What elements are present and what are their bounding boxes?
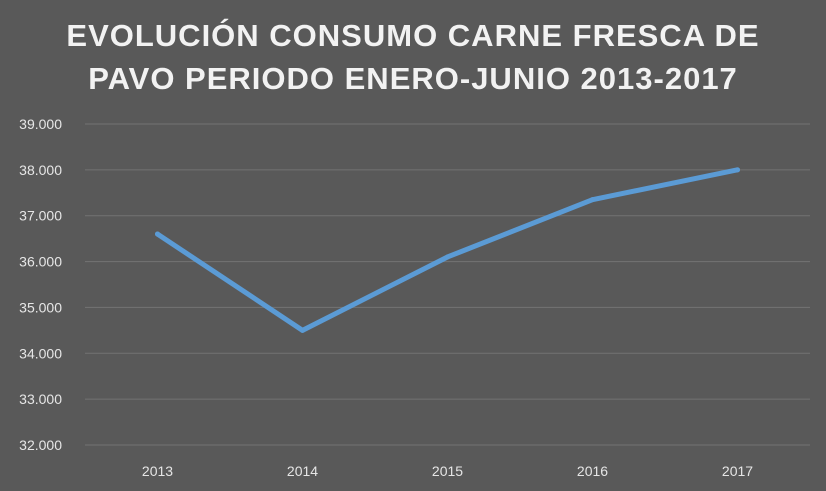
- data-point: [445, 254, 450, 260]
- x-tick-label: 2015: [432, 463, 463, 479]
- y-tick-label: 32.000: [19, 437, 62, 453]
- chart-title-line-2: PAVO PERIODO ENERO-JUNIO 2013-2017: [88, 61, 738, 96]
- y-tick-label: 35.000: [19, 299, 62, 315]
- y-tick-label: 33.000: [19, 391, 62, 407]
- y-tick-label: 37.000: [19, 208, 62, 224]
- data-point: [300, 327, 305, 333]
- y-tick-label: 39.000: [19, 116, 62, 132]
- chart-title-line-1: EVOLUCIÓN CONSUMO CARNE FRESCA DE: [66, 18, 760, 53]
- x-tick-label: 2013: [142, 463, 173, 479]
- data-point: [735, 167, 740, 173]
- data-point: [590, 197, 595, 203]
- y-tick-label: 34.000: [19, 345, 62, 361]
- series-line: [155, 167, 740, 333]
- data-point: [155, 231, 160, 237]
- y-tick-label: 36.000: [19, 254, 62, 270]
- chart-title: EVOLUCIÓN CONSUMO CARNE FRESCA DE PAVO P…: [0, 14, 826, 100]
- x-tick-label: 2017: [722, 463, 753, 479]
- x-tick-label: 2014: [287, 463, 318, 479]
- x-tick-label: 2016: [577, 463, 608, 479]
- y-tick-label: 38.000: [19, 162, 62, 178]
